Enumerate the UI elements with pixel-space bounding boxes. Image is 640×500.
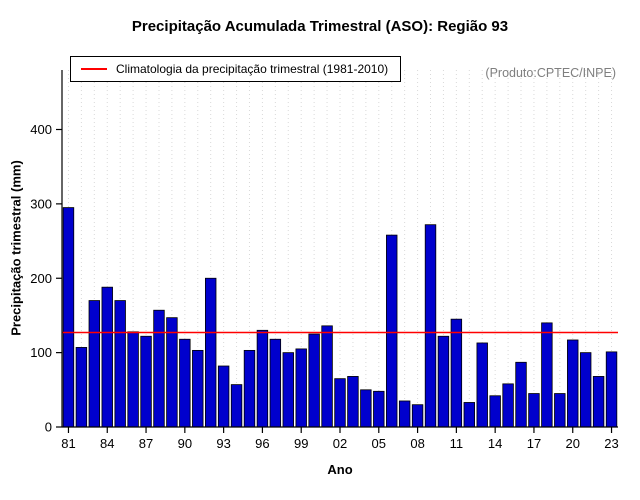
bar-20	[567, 339, 579, 428]
bar-07	[398, 400, 411, 428]
x-tick-label: 93	[216, 436, 230, 451]
bar-05	[373, 390, 385, 428]
bar-03	[347, 376, 359, 428]
x-tick-label: 84	[100, 436, 114, 451]
bar-86	[127, 331, 139, 428]
x-tick-label: 99	[294, 436, 308, 451]
climatology-line-icon	[81, 68, 107, 70]
bar-22	[592, 376, 605, 428]
bar-95	[243, 349, 256, 428]
x-tick-label: 17	[527, 436, 541, 451]
bar-06	[386, 234, 398, 428]
y-tick-label: 300	[30, 196, 52, 211]
bar-93	[217, 365, 230, 428]
bar-87	[140, 335, 152, 428]
legend-label: Climatologia da precipitação trimestral …	[116, 62, 389, 76]
bar-16	[515, 361, 527, 428]
bar-13	[476, 342, 488, 428]
x-tick-label: 96	[255, 436, 269, 451]
producer-annotation: (Produto:CPTEC/INPE)	[485, 66, 616, 80]
bar-89	[166, 317, 178, 428]
x-tick-label: 05	[372, 436, 386, 451]
bar-08	[411, 404, 424, 428]
bar-94	[230, 384, 243, 428]
bar-10	[437, 335, 450, 428]
legend-box: Climatologia da precipitação trimestral …	[70, 56, 402, 82]
bar-82	[75, 347, 88, 428]
x-tick-label: 81	[61, 436, 75, 451]
bar-18	[541, 322, 553, 428]
bar-02	[334, 378, 346, 428]
bar-21	[579, 352, 592, 428]
x-tick-label: 02	[333, 436, 347, 451]
y-tick-label: 200	[30, 271, 52, 286]
bar-99	[295, 348, 307, 428]
bar-92	[204, 277, 217, 428]
bar-09	[424, 224, 437, 428]
bar-97	[269, 338, 282, 428]
bar-85	[114, 300, 126, 428]
bar-96	[256, 329, 269, 428]
bar-00	[308, 333, 320, 428]
bar-23	[605, 351, 618, 428]
x-tick-label: 90	[178, 436, 192, 451]
bar-81	[62, 207, 75, 428]
bar-98	[282, 352, 294, 428]
bar-04	[360, 389, 372, 428]
bar-17	[528, 393, 540, 428]
x-tick-label: 11	[450, 436, 464, 451]
bar-91	[192, 349, 204, 428]
y-axis-label: Precipitação trimestral (mm)	[8, 160, 24, 336]
bar-11	[450, 318, 463, 428]
bar-83	[88, 300, 101, 428]
x-axis-label: Ano	[327, 462, 353, 477]
y-tick-label: 400	[30, 122, 52, 137]
bar-90	[179, 338, 191, 428]
x-tick-label: 20	[566, 436, 580, 451]
bar-12	[463, 402, 476, 428]
y-tick-label: 100	[30, 345, 52, 360]
y-tick-label: 0	[45, 420, 52, 435]
bar-88	[153, 309, 165, 428]
x-tick-label: 87	[139, 436, 153, 451]
x-tick-label: 08	[410, 436, 424, 451]
bar-14	[489, 395, 501, 428]
x-tick-label: 23	[604, 436, 618, 451]
bar-84	[101, 286, 113, 428]
bar-19	[554, 393, 566, 428]
bar-15	[502, 383, 514, 428]
bar-01	[321, 325, 333, 428]
x-tick-label: 14	[488, 436, 502, 451]
chart-title: Precipitação Acumulada Trimestral (ASO):…	[131, 18, 509, 35]
